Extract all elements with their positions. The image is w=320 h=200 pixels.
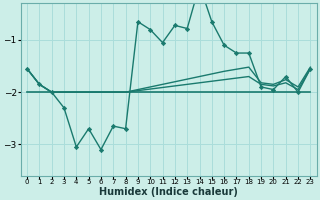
X-axis label: Humidex (Indice chaleur): Humidex (Indice chaleur) <box>99 187 238 197</box>
